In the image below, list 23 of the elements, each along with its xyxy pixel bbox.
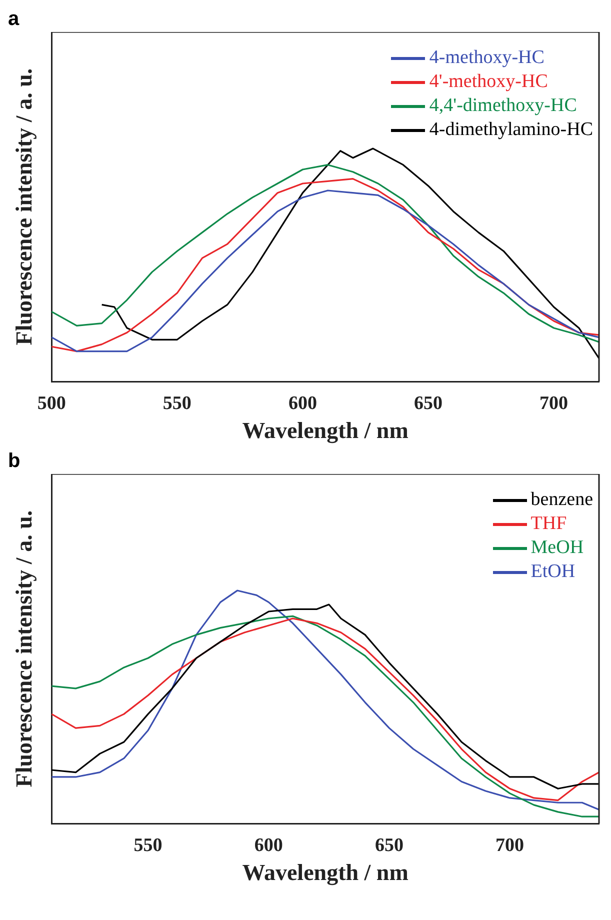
legend-label: benzene xyxy=(530,488,593,512)
x-tick-label: 700 xyxy=(496,834,524,856)
x-tick-label: 550 xyxy=(134,834,162,856)
legend-label: 4-methoxy-HC xyxy=(429,46,544,70)
x-axis-title: Wavelength / nm xyxy=(242,418,408,444)
x-tick-label: 600 xyxy=(288,392,317,414)
text: b xyxy=(8,450,20,473)
text: a xyxy=(8,8,20,31)
legend-label: EtOH xyxy=(530,560,576,584)
x-tick-label: 600 xyxy=(254,834,283,856)
x-tick-label: 650 xyxy=(374,834,404,856)
legend-label: 4,4'-dimethoxy-HC xyxy=(429,94,577,118)
x-tick-label: 500 xyxy=(37,392,66,414)
x-tick-label: 650 xyxy=(414,392,442,414)
x-tick-label: 550 xyxy=(162,392,192,414)
y-axis-title: Fluorescence intensity / a. u. xyxy=(12,510,37,788)
legend-label: 4'-methoxy-HC xyxy=(429,70,548,94)
legend-label: MeOH xyxy=(530,536,584,560)
legend-label: THF xyxy=(530,512,567,536)
x-tick-label: 700 xyxy=(540,392,568,414)
x-axis-title: Wavelength / nm xyxy=(242,860,408,886)
y-axis-title: Fluorescence intensity / a. u. xyxy=(12,68,37,346)
legend-label: 4-dimethylamino-HC xyxy=(429,118,593,142)
